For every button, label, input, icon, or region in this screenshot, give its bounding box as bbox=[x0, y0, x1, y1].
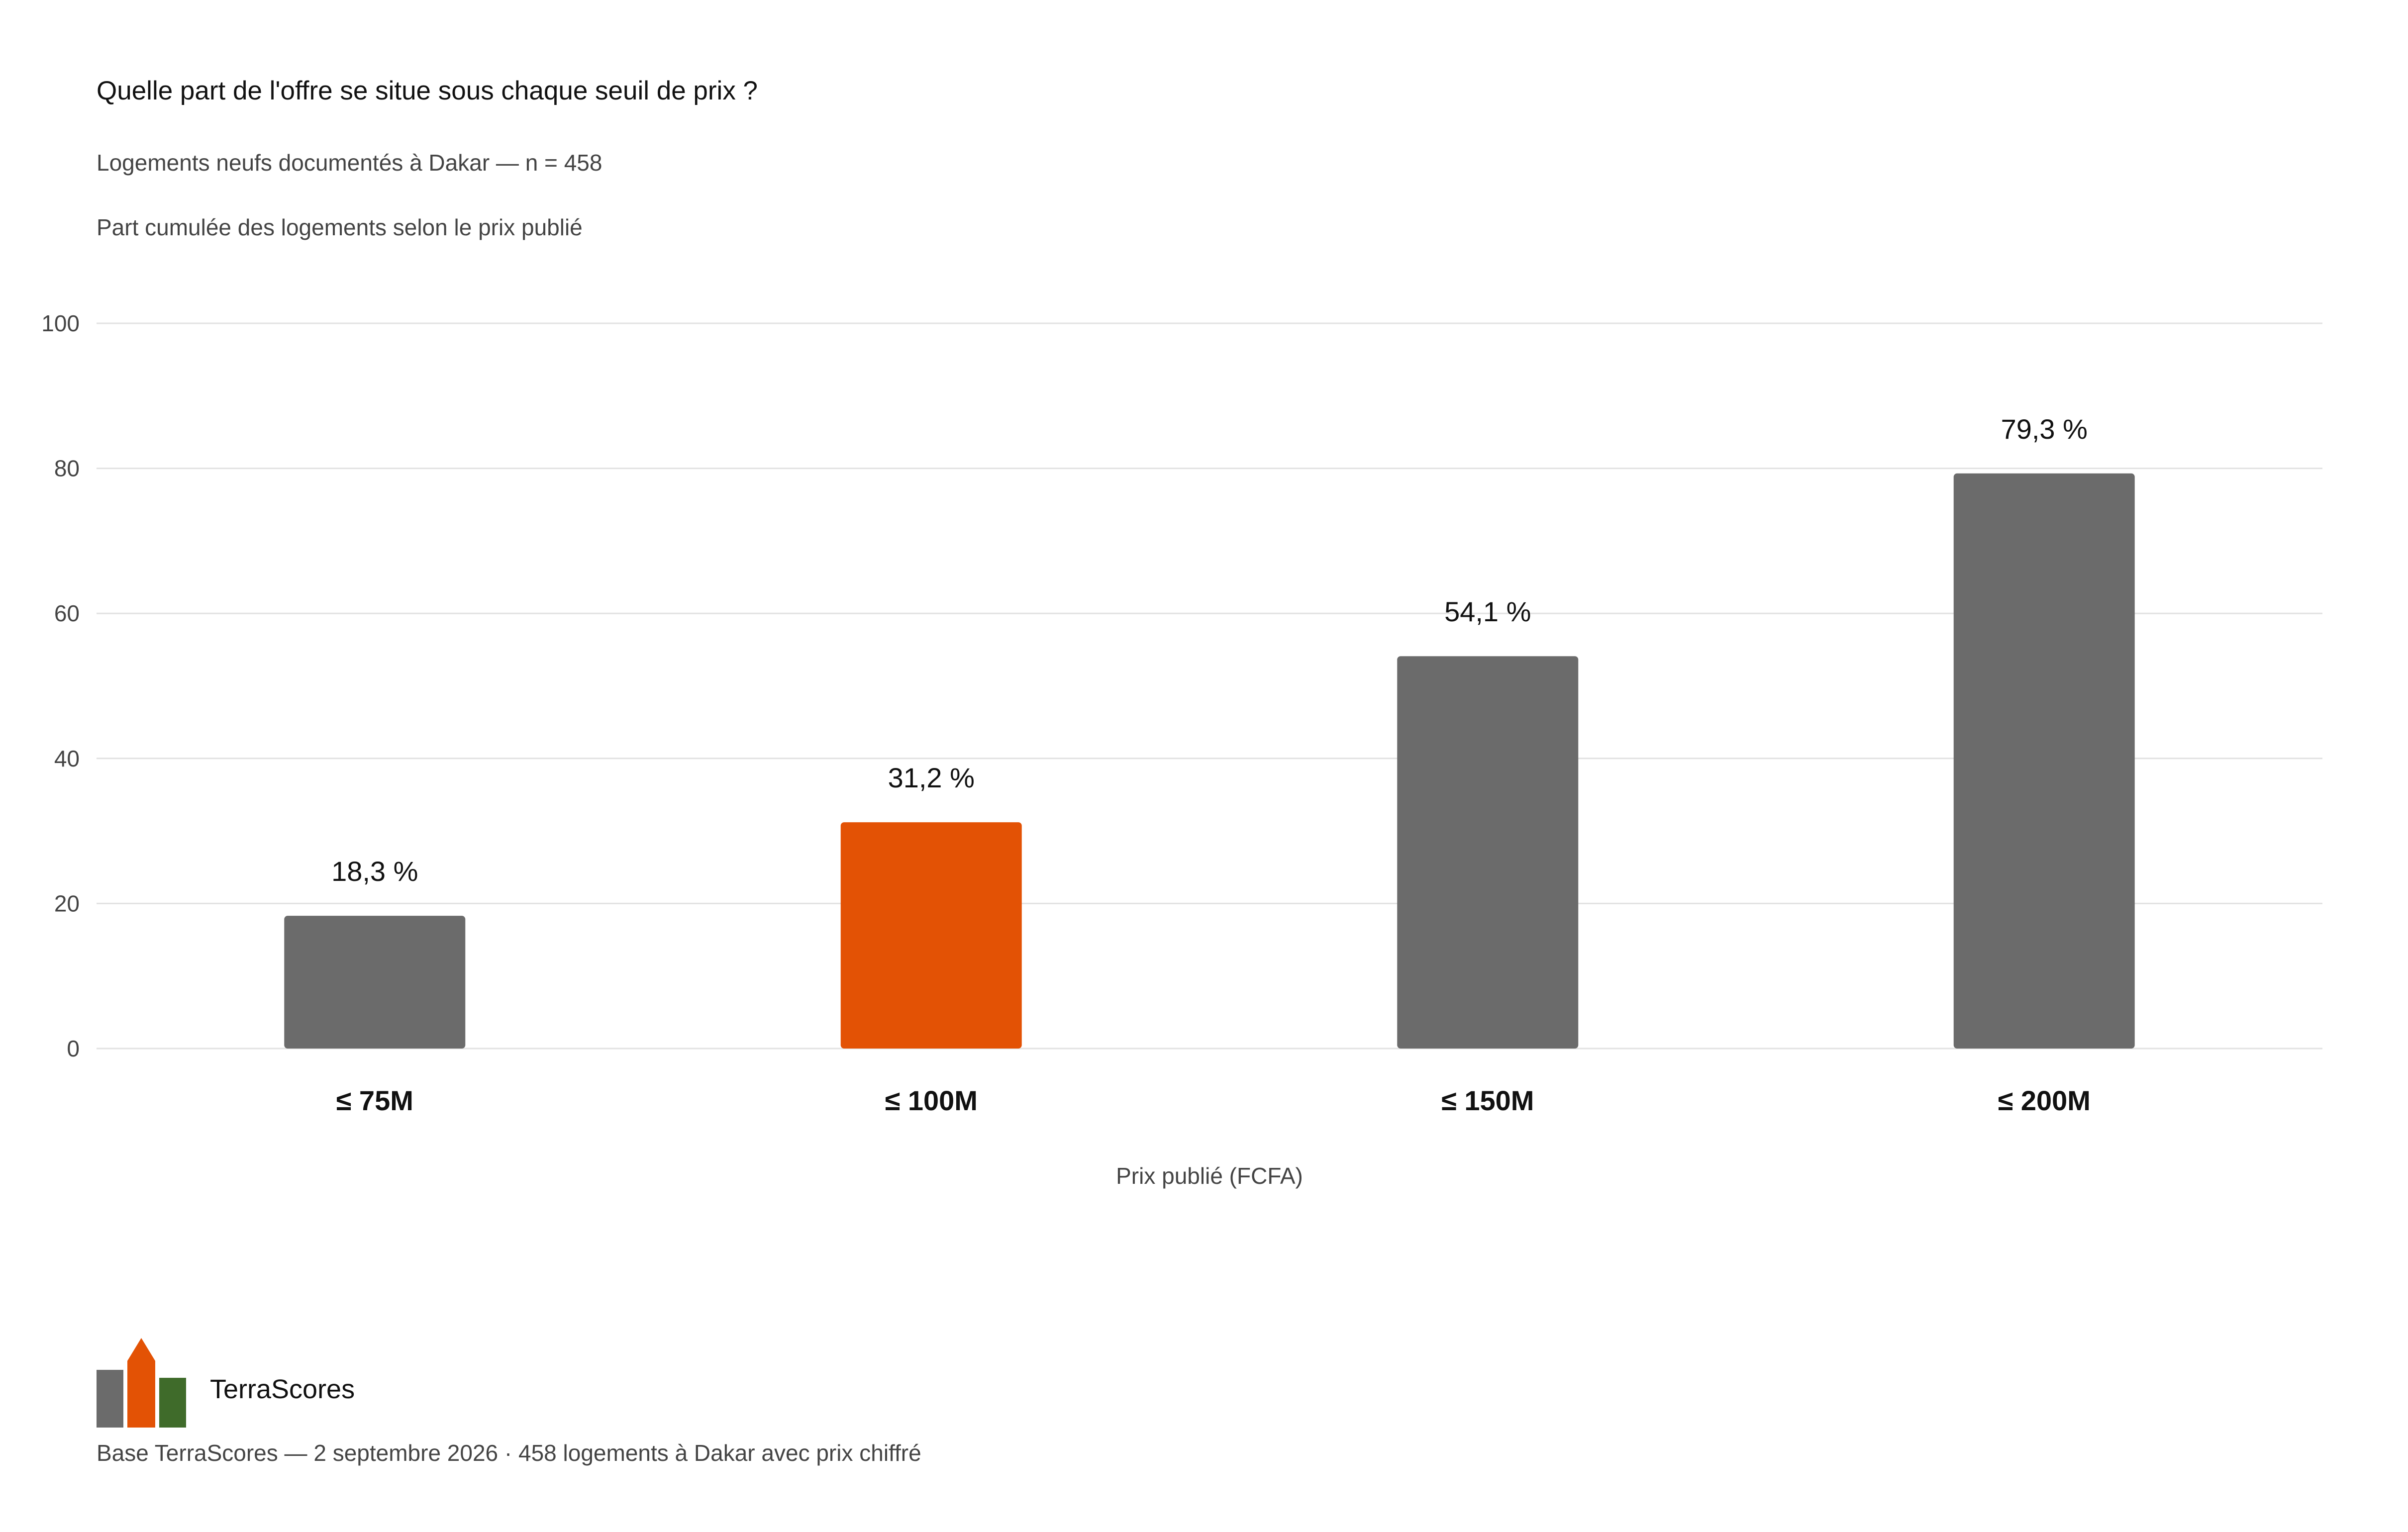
source-note: Base TerraScores — 2 septembre 2026 · 45… bbox=[97, 1440, 921, 1466]
bar bbox=[284, 916, 466, 1049]
chart-subtitle: Logements neufs documentés à Dakar — n =… bbox=[97, 150, 602, 176]
terrascores-logo bbox=[97, 1338, 186, 1428]
bar bbox=[1397, 656, 1579, 1049]
x-tick-label: ≤ 150M bbox=[1441, 1085, 1534, 1116]
y-tick-label: 60 bbox=[54, 600, 80, 626]
y-tick-label: 100 bbox=[41, 310, 80, 336]
bar-value-label: 54,1 % bbox=[1444, 596, 1531, 627]
logo-bar-orange bbox=[127, 1338, 155, 1428]
x-axis-title: Prix publié (FCFA) bbox=[1116, 1163, 1303, 1189]
logo-bar-green bbox=[159, 1378, 186, 1428]
bar-value-labels: 18,3 % 31,2 % 54,1 % 79,3 % bbox=[331, 413, 2088, 887]
chart-title: Quelle part de l'offre se situe sous cha… bbox=[97, 76, 758, 105]
y-tick-label: 40 bbox=[54, 746, 80, 771]
y-tick-label: 80 bbox=[54, 456, 80, 481]
bar-value-label: 79,3 % bbox=[2001, 413, 2088, 445]
grid-lines bbox=[97, 322, 2322, 1050]
y-tick-label: 20 bbox=[54, 890, 80, 916]
x-tick-label: ≤ 100M bbox=[885, 1085, 978, 1116]
bars bbox=[284, 473, 2135, 1049]
bar bbox=[1953, 473, 2135, 1049]
x-axis-ticks: ≤ 75M ≤ 100M ≤ 150M ≤ 200M bbox=[336, 1085, 2091, 1116]
chart-note: Part cumulée des logements selon le prix… bbox=[97, 214, 583, 240]
bar-chart: 0 20 40 60 80 100 18,3 % 31,2 % 54,1 % 79,3 % ≤ … bbox=[41, 310, 2322, 1189]
bar-value-label: 31,2 % bbox=[888, 762, 975, 793]
y-axis-ticks: 0 20 40 60 80 100 bbox=[41, 310, 80, 1061]
x-tick-label: ≤ 200M bbox=[1998, 1085, 2091, 1116]
bar bbox=[840, 822, 1022, 1049]
y-tick-label: 0 bbox=[67, 1036, 80, 1061]
x-tick-label: ≤ 75M bbox=[336, 1085, 413, 1116]
logo-bar-gray bbox=[97, 1370, 123, 1428]
brand-name: TerraScores bbox=[210, 1374, 355, 1404]
bar-value-label: 18,3 % bbox=[331, 856, 418, 887]
